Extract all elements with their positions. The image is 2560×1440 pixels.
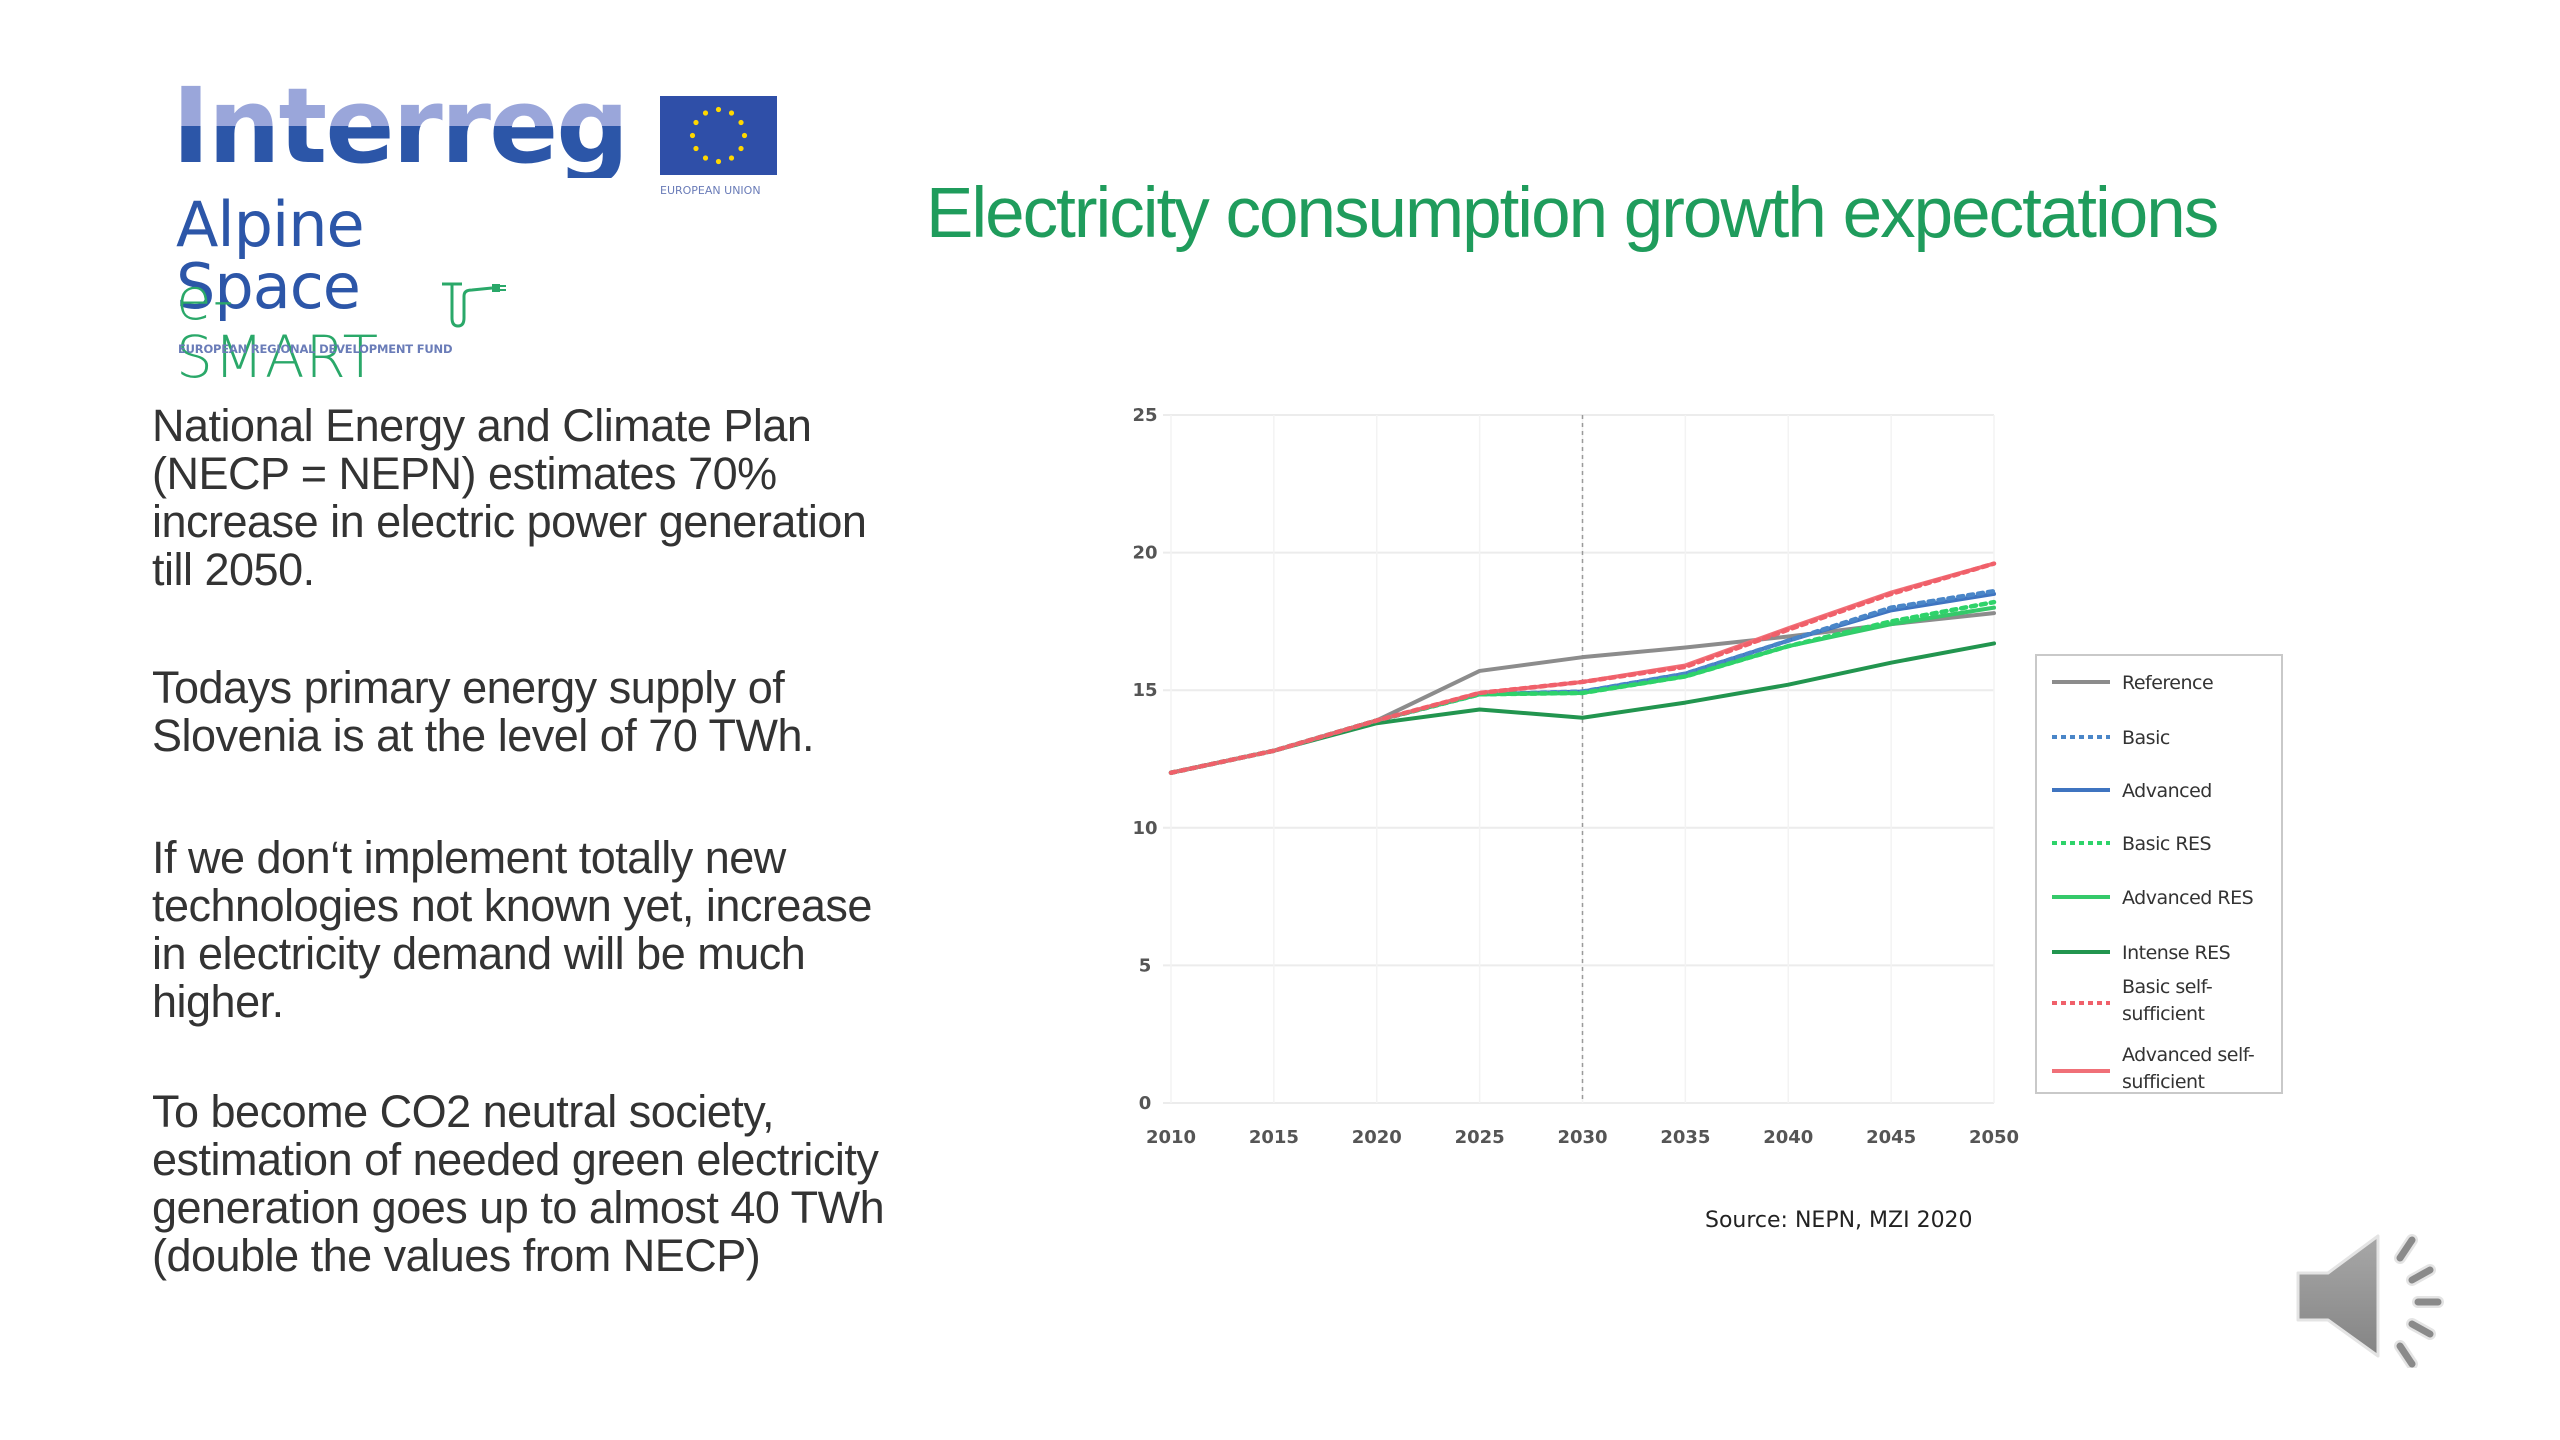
source-caption: Source: NEPN, MZI 2020 bbox=[1705, 1208, 1973, 1233]
x-tick-label: 2045 bbox=[1866, 1127, 1916, 1148]
eu-flag-icon bbox=[660, 96, 777, 175]
alpine-space-text: Alpine Space bbox=[176, 188, 365, 323]
eu-star bbox=[689, 132, 696, 139]
y-tick-label: 20 bbox=[1132, 543, 1157, 564]
eu-star bbox=[728, 155, 735, 161]
text-line: Slovenia is at the level of 70 TWh. bbox=[152, 710, 815, 761]
text-line: (NECP = NEPN) estimates 70% bbox=[152, 448, 777, 499]
text-line: estimation of needed green electricity bbox=[152, 1134, 879, 1185]
y-tick-label: 15 bbox=[1132, 680, 1157, 701]
speaker-icon[interactable] bbox=[2290, 1228, 2465, 1368]
eu-star bbox=[702, 110, 709, 116]
slide-title: Electricity consumption growth expectati… bbox=[926, 174, 2219, 253]
legend-label: Advanced bbox=[2122, 780, 2212, 802]
eu-star bbox=[741, 132, 748, 139]
text-line: till 2050. bbox=[152, 544, 315, 595]
y-tick-label: 25 bbox=[1132, 405, 1157, 426]
legend-label: Basic self- bbox=[2122, 976, 2212, 998]
text-line: To become CO2 neutral society, bbox=[152, 1086, 774, 1137]
eu-star bbox=[738, 119, 744, 126]
text-line: higher. bbox=[152, 976, 284, 1027]
x-tick-label: 2050 bbox=[1969, 1127, 2019, 1148]
text-line: If we don‘t implement totally new bbox=[152, 832, 786, 883]
legend-box bbox=[2035, 654, 2283, 1094]
x-tick-label: 2035 bbox=[1660, 1127, 1710, 1148]
y-tick-label: 10 bbox=[1132, 818, 1157, 839]
paragraph-necp: National Energy and Climate Plan (NECP =… bbox=[152, 400, 867, 595]
chart-series bbox=[1168, 561, 1997, 776]
text-line: (double the values from NECP) bbox=[152, 1230, 761, 1281]
y-axis-ticks: 0 5 10 15 20 25 bbox=[1132, 405, 1157, 1114]
chart-legend: Reference Basic Advanced Basic RES Advanced … bbox=[2035, 654, 2283, 1094]
text-line: increase in electric power generation bbox=[152, 496, 867, 547]
legend-label: sufficient bbox=[2122, 1003, 2205, 1025]
chart-grid bbox=[1163, 414, 1995, 1104]
eu-star bbox=[702, 155, 709, 161]
text-line: Todays primary energy supply of bbox=[152, 662, 785, 713]
eu-star bbox=[693, 119, 699, 126]
eu-star bbox=[738, 145, 744, 152]
eu-star bbox=[693, 145, 699, 152]
x-tick-label: 2030 bbox=[1557, 1127, 1607, 1148]
x-tick-label: 2025 bbox=[1455, 1127, 1505, 1148]
paragraph-demand: If we don‘t implement totally new techno… bbox=[152, 834, 872, 1026]
x-tick-label: 2040 bbox=[1763, 1127, 1813, 1148]
legend-label: Basic bbox=[2122, 727, 2170, 749]
paragraph-co2-neutral: To become CO2 neutral society, estimatio… bbox=[152, 1086, 885, 1281]
legend-label: Basic RES bbox=[2122, 833, 2211, 855]
series-line-basic-self-sufficient bbox=[1168, 561, 1997, 776]
text-line: generation goes up to almost 40 TWh bbox=[152, 1182, 885, 1233]
y-tick-label: 5 bbox=[1139, 955, 1152, 976]
eu-star bbox=[715, 106, 722, 113]
text-line: in electricity demand will be much bbox=[152, 928, 806, 979]
eu-star bbox=[715, 158, 722, 165]
paragraph-energy-supply: Todays primary energy supply of Slovenia… bbox=[152, 662, 815, 761]
legend-label: Advanced self- bbox=[2122, 1044, 2254, 1066]
y-tick-label: 0 bbox=[1139, 1093, 1152, 1114]
text-line: National Energy and Climate Plan bbox=[152, 400, 812, 451]
interreg-logo-text: Interreg bbox=[172, 65, 629, 187]
erdf-label: EUROPEAN REGIONAL DEVELOPMENT FUND bbox=[178, 342, 453, 356]
legend-label: Advanced RES bbox=[2122, 887, 2253, 909]
legend-label: sufficient bbox=[2122, 1071, 2205, 1093]
legend-label: Intense RES bbox=[2122, 942, 2230, 964]
x-tick-label: 2015 bbox=[1249, 1127, 1299, 1148]
eu-label: EUROPEAN UNION bbox=[660, 184, 761, 197]
x-axis-ticks: 2010 2015 2020 2025 2030 2035 2040 2045 2050 bbox=[1146, 1127, 2019, 1148]
eu-star bbox=[728, 110, 735, 116]
x-tick-label: 2010 bbox=[1146, 1127, 1196, 1148]
esmart-text: e-SMART bbox=[176, 265, 380, 391]
x-tick-label: 2020 bbox=[1352, 1127, 1402, 1148]
legend-label: Reference bbox=[2122, 672, 2213, 694]
text-line: technologies not known yet, increase bbox=[152, 880, 872, 931]
plug-icon bbox=[442, 282, 506, 328]
